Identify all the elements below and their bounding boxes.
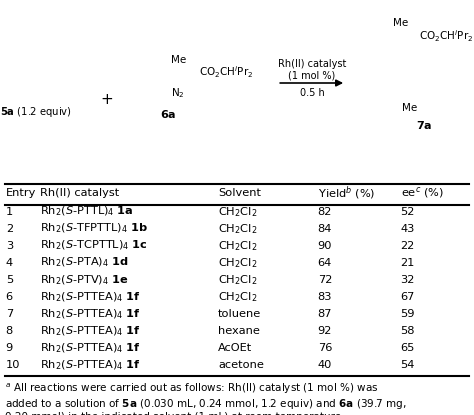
- Text: 59: 59: [401, 309, 415, 319]
- Text: 22: 22: [401, 241, 415, 251]
- Text: Solvent: Solvent: [218, 188, 261, 198]
- Text: 21: 21: [401, 258, 415, 268]
- Text: 64: 64: [318, 258, 332, 268]
- Text: 65: 65: [401, 343, 415, 353]
- Text: added to a solution of $\mathbf{5a}$ (0.030 mL, 0.24 mmol, 1.2 equiv) and $\math: added to a solution of $\mathbf{5a}$ (0.…: [5, 397, 407, 411]
- Text: Rh$_2$($S$-PTA)$_4$ $\mathbf{1d}$: Rh$_2$($S$-PTA)$_4$ $\mathbf{1d}$: [40, 256, 129, 269]
- Text: CH$_2$Cl$_2$: CH$_2$Cl$_2$: [218, 239, 257, 253]
- Text: 72: 72: [318, 275, 332, 285]
- Text: Entry: Entry: [6, 188, 36, 198]
- Text: Rh$_2$($S$-PTTEA)$_4$ $\mathbf{1f}$: Rh$_2$($S$-PTTEA)$_4$ $\mathbf{1f}$: [40, 358, 141, 371]
- Text: acetone: acetone: [218, 360, 264, 370]
- Text: 6: 6: [6, 292, 13, 302]
- Text: Rh(II) catalyst: Rh(II) catalyst: [278, 59, 346, 69]
- Text: AcOEt: AcOEt: [218, 343, 252, 353]
- Text: CO$_2$CH$^i$Pr$_2$: CO$_2$CH$^i$Pr$_2$: [419, 29, 474, 44]
- Text: Rh$_2$($S$-PTTEA)$_4$ $\mathbf{1f}$: Rh$_2$($S$-PTTEA)$_4$ $\mathbf{1f}$: [40, 341, 141, 354]
- Text: 10: 10: [6, 360, 20, 370]
- Text: 84: 84: [318, 224, 332, 234]
- Text: hexane: hexane: [218, 326, 260, 336]
- Text: CH$_2$Cl$_2$: CH$_2$Cl$_2$: [218, 256, 257, 270]
- Text: 2: 2: [6, 224, 13, 234]
- Text: CO$_2$CH$^i$Pr$_2$: CO$_2$CH$^i$Pr$_2$: [199, 65, 254, 81]
- Text: 92: 92: [318, 326, 332, 336]
- Text: 8: 8: [6, 326, 13, 336]
- Text: $\mathbf{5a}$ (1.2 equiv): $\mathbf{5a}$ (1.2 equiv): [0, 105, 72, 119]
- Text: Yield$^b$ (%): Yield$^b$ (%): [318, 184, 375, 202]
- Text: 40: 40: [318, 360, 332, 370]
- Text: Rh$_2$($S$-PTTEA)$_4$ $\mathbf{1f}$: Rh$_2$($S$-PTTEA)$_4$ $\mathbf{1f}$: [40, 324, 141, 337]
- Text: 83: 83: [318, 292, 332, 302]
- Text: 54: 54: [401, 360, 415, 370]
- Text: 0.5 h: 0.5 h: [300, 88, 324, 98]
- Text: CH$_2$Cl$_2$: CH$_2$Cl$_2$: [218, 273, 257, 287]
- Text: 43: 43: [401, 224, 415, 234]
- Text: 5: 5: [6, 275, 13, 285]
- Text: 3: 3: [6, 241, 13, 251]
- Text: Me: Me: [171, 55, 186, 65]
- Text: CH$_2$Cl$_2$: CH$_2$Cl$_2$: [218, 205, 257, 219]
- Text: (1 mol %): (1 mol %): [288, 71, 336, 81]
- Text: 0.20 mmol) in the indicated solvent (1 mL) at room temperature.: 0.20 mmol) in the indicated solvent (1 m…: [5, 412, 344, 415]
- Text: Me: Me: [393, 18, 408, 28]
- Text: toluene: toluene: [218, 309, 261, 319]
- Text: 9: 9: [6, 343, 13, 353]
- Text: 90: 90: [318, 241, 332, 251]
- Text: ee$^c$ (%): ee$^c$ (%): [401, 186, 444, 200]
- Text: $\mathbf{6a}$: $\mathbf{6a}$: [160, 108, 176, 120]
- Text: CH$_2$Cl$_2$: CH$_2$Cl$_2$: [218, 290, 257, 304]
- Text: 87: 87: [318, 309, 332, 319]
- Text: $\mathbf{7a}$: $\mathbf{7a}$: [416, 119, 432, 130]
- Text: Rh$_2$($S$-TCPTTL)$_4$ $\mathbf{1c}$: Rh$_2$($S$-TCPTTL)$_4$ $\mathbf{1c}$: [40, 239, 148, 252]
- Text: +: +: [100, 92, 113, 107]
- Text: 32: 32: [401, 275, 415, 285]
- Text: 52: 52: [401, 207, 415, 217]
- Text: 82: 82: [318, 207, 332, 217]
- Text: 76: 76: [318, 343, 332, 353]
- Text: 58: 58: [401, 326, 415, 336]
- Text: CH$_2$Cl$_2$: CH$_2$Cl$_2$: [218, 222, 257, 236]
- Text: Rh$_2$($S$-TFPTTL)$_4$ $\mathbf{1b}$: Rh$_2$($S$-TFPTTL)$_4$ $\mathbf{1b}$: [40, 222, 148, 235]
- Text: Rh$_2$($S$-PTTEA)$_4$ $\mathbf{1f}$: Rh$_2$($S$-PTTEA)$_4$ $\mathbf{1f}$: [40, 307, 141, 320]
- Text: 67: 67: [401, 292, 415, 302]
- Text: Rh$_2$($S$-PTTL)$_4$ $\mathbf{1a}$: Rh$_2$($S$-PTTL)$_4$ $\mathbf{1a}$: [40, 205, 134, 218]
- Text: 4: 4: [6, 258, 13, 268]
- Text: Rh$_2$($S$-PTTEA)$_4$ $\mathbf{1f}$: Rh$_2$($S$-PTTEA)$_4$ $\mathbf{1f}$: [40, 290, 141, 303]
- Text: 7: 7: [6, 309, 13, 319]
- Text: N$_2$: N$_2$: [171, 86, 184, 100]
- Text: 1: 1: [6, 207, 13, 217]
- Text: Me: Me: [402, 103, 418, 113]
- Text: Rh(II) catalyst: Rh(II) catalyst: [40, 188, 119, 198]
- Text: $^a$ All reactions were carried out as follows: Rh(II) catalyst (1 mol %) was: $^a$ All reactions were carried out as f…: [5, 382, 378, 396]
- Text: Rh$_2$($S$-PTV)$_4$ $\mathbf{1e}$: Rh$_2$($S$-PTV)$_4$ $\mathbf{1e}$: [40, 273, 129, 286]
